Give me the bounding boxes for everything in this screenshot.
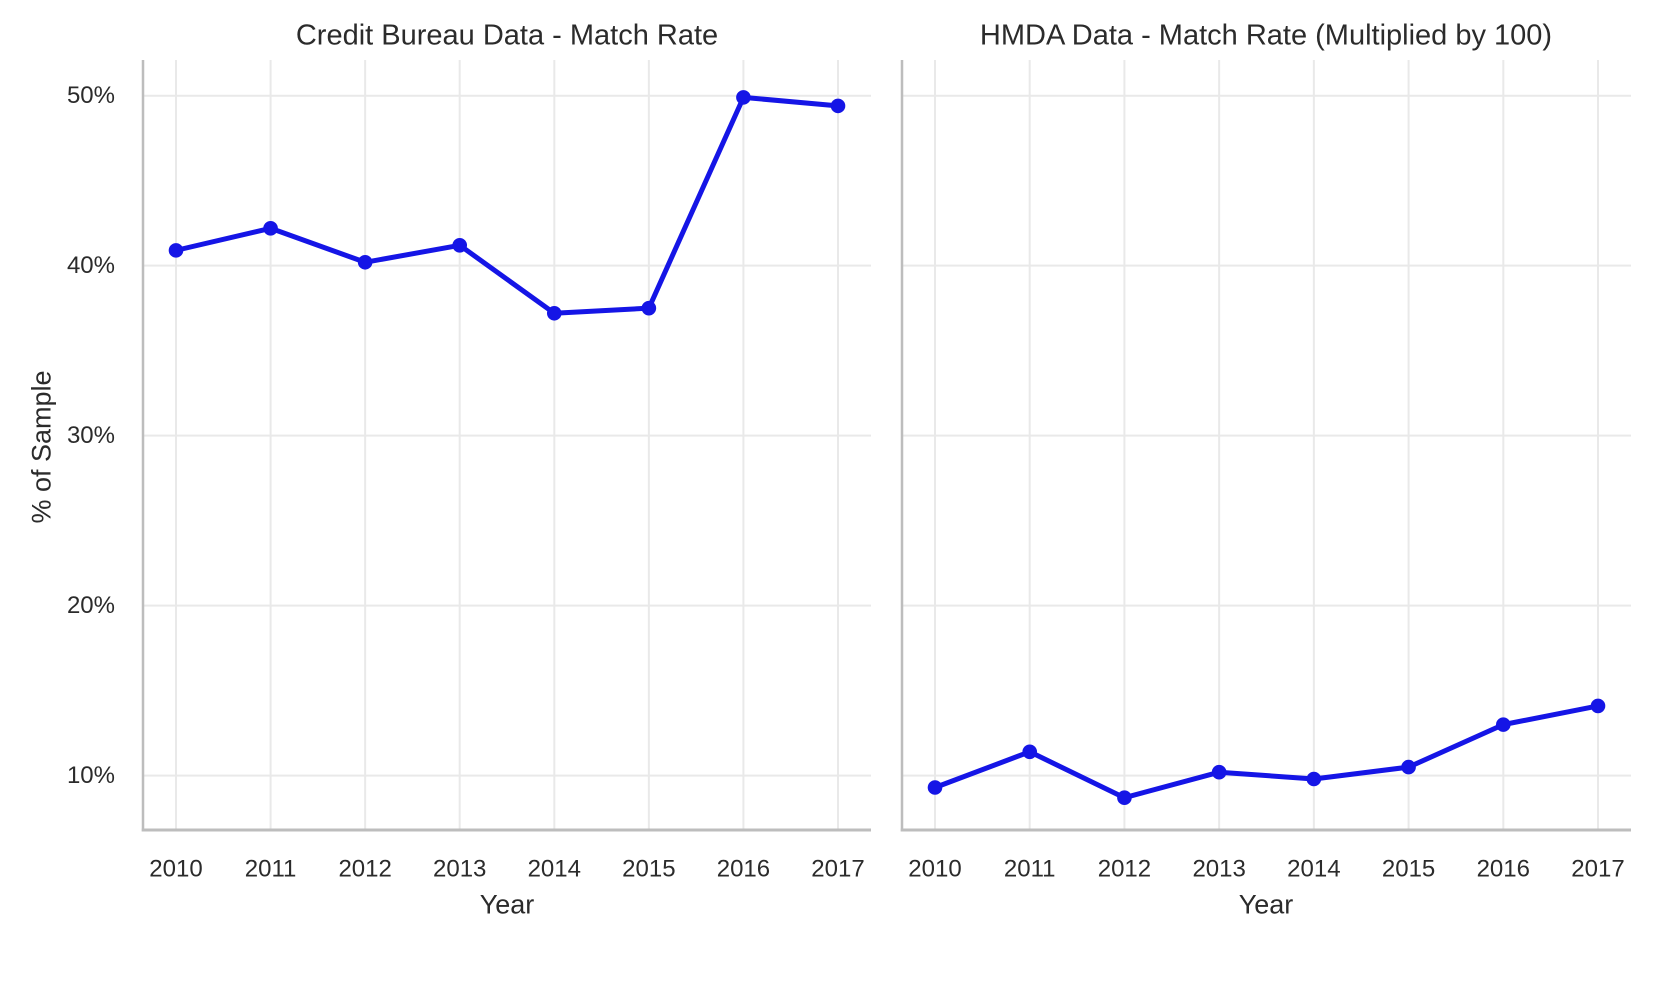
data-point	[1401, 759, 1416, 775]
data-point	[1117, 790, 1132, 806]
x-tick-label: 2010	[908, 856, 961, 883]
data-point	[263, 220, 278, 236]
y-axis-title: % of Sample	[26, 370, 57, 524]
y-tick-label: 30%	[67, 422, 115, 449]
x-tick-label: 2010	[149, 856, 202, 883]
y-tick-label: 40%	[67, 252, 115, 279]
x-tick-label: 2012	[1098, 856, 1151, 883]
data-line	[173, 94, 841, 316]
x-axis-title-right: Year	[1238, 889, 1294, 920]
data-point	[357, 254, 373, 270]
x-tick-label: 2016	[717, 856, 770, 883]
data-point	[168, 243, 184, 258]
data-point	[641, 300, 657, 316]
x-axis-title-left: Year	[479, 889, 535, 920]
y-tick-label: 20%	[67, 592, 115, 619]
data-point	[1306, 771, 1322, 787]
x-tick-label: 2017	[811, 856, 864, 883]
data-point	[927, 780, 943, 795]
x-tick-label: 2013	[1192, 856, 1245, 883]
data-line	[932, 703, 1601, 801]
y-tick-label: 50%	[67, 82, 115, 109]
chart-title-hmda: HMDA Data - Match Rate (Multiplied by 10…	[979, 19, 1553, 52]
data-point	[830, 98, 846, 114]
x-tick-label: 2014	[1287, 856, 1340, 883]
x-tick-label: 2014	[528, 856, 581, 883]
data-point	[546, 305, 562, 321]
data-point	[1495, 717, 1511, 732]
x-tick-label: 2011	[1004, 856, 1056, 883]
x-tick-label: 2013	[433, 856, 486, 883]
x-tick-label: 2015	[622, 856, 675, 883]
data-point	[452, 237, 468, 253]
data-point	[1211, 764, 1227, 780]
data-point	[1022, 744, 1038, 760]
data-point	[736, 90, 751, 105]
chart-title-credit-bureau: Credit Bureau Data - Match Rate	[295, 19, 719, 52]
x-tick-label: 2015	[1382, 856, 1435, 883]
x-tick-label: 2017	[1571, 856, 1624, 883]
x-tick-label: 2012	[338, 856, 391, 883]
x-tick-label: 2011	[245, 856, 297, 883]
x-tick-label: 2016	[1477, 856, 1530, 883]
y-tick-label: 10%	[67, 762, 115, 789]
data-point	[1590, 698, 1606, 714]
